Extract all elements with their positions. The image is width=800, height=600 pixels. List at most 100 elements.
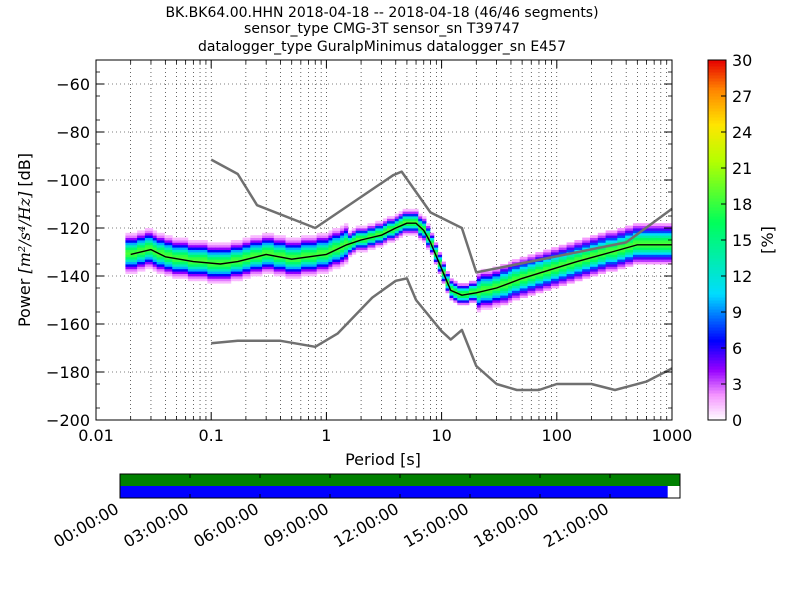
density-cell xyxy=(246,259,251,262)
density-cell xyxy=(297,247,302,250)
mean-psd-line xyxy=(130,222,672,296)
density-cell xyxy=(207,249,212,253)
density-cell xyxy=(180,264,185,267)
density-cell xyxy=(492,292,497,296)
colorbar-segment xyxy=(708,111,726,115)
density-cell xyxy=(433,261,439,265)
density-cell xyxy=(605,237,610,241)
density-cell xyxy=(347,254,353,258)
density-cell xyxy=(472,285,478,289)
density-cell xyxy=(519,266,525,270)
density-cell xyxy=(632,225,638,229)
density-cell xyxy=(660,223,665,226)
density-cell xyxy=(476,302,482,306)
density-cell xyxy=(144,261,150,265)
colorbar-segment xyxy=(708,372,726,376)
density-cell xyxy=(390,232,396,236)
density-cell xyxy=(141,254,146,258)
density-cell xyxy=(223,242,228,246)
density-cell xyxy=(379,228,384,231)
density-cell xyxy=(269,271,275,274)
density-cell xyxy=(621,256,626,260)
density-cell xyxy=(219,259,224,262)
density-cell xyxy=(355,228,361,231)
density-cell xyxy=(508,292,513,296)
density-cell xyxy=(308,268,314,272)
density-cell xyxy=(547,280,552,284)
density-cell xyxy=(258,247,263,250)
density-cell xyxy=(601,242,607,246)
density-cell xyxy=(504,295,509,298)
density-cell xyxy=(316,232,322,236)
density-cell xyxy=(410,208,415,212)
density-cell xyxy=(566,242,571,246)
density-cell xyxy=(191,244,197,248)
density-cell xyxy=(195,240,200,243)
density-cell xyxy=(570,264,575,267)
density-cell xyxy=(125,261,130,265)
density-cell xyxy=(648,254,653,258)
density-cell xyxy=(141,237,146,241)
density-cell xyxy=(664,223,669,226)
density-cell xyxy=(410,213,415,217)
density-cell xyxy=(492,285,497,289)
density-cell xyxy=(640,259,646,262)
density-cell xyxy=(297,273,302,277)
density-cell xyxy=(156,240,161,243)
colorbar-segment xyxy=(708,204,726,208)
colorbar-segment xyxy=(708,186,726,190)
density-cell xyxy=(254,273,259,277)
density-cell xyxy=(183,249,189,253)
density-cell xyxy=(570,280,575,284)
density-cell xyxy=(601,247,607,250)
density-cell xyxy=(250,254,255,258)
density-cell xyxy=(168,247,173,250)
density-cell xyxy=(500,297,505,301)
density-cell xyxy=(535,252,540,255)
density-cell xyxy=(617,256,622,260)
density-cell xyxy=(617,230,622,234)
density-cell xyxy=(152,240,158,243)
density-cell xyxy=(242,242,247,246)
density-cell xyxy=(496,268,501,272)
density-cell xyxy=(613,232,618,236)
colorbar-segment xyxy=(708,243,726,247)
density-cell xyxy=(586,273,591,277)
density-cell xyxy=(539,283,544,286)
density-cell xyxy=(250,273,255,277)
density-cell xyxy=(308,242,314,246)
density-cell xyxy=(613,264,618,267)
density-cell xyxy=(414,208,419,212)
density-cell xyxy=(566,264,571,267)
density-cell xyxy=(160,247,165,250)
density-cell xyxy=(168,249,173,253)
density-cell xyxy=(375,242,380,246)
density-cell xyxy=(390,223,396,226)
density-cell xyxy=(629,242,634,246)
density-cell xyxy=(215,261,220,265)
density-cell xyxy=(383,240,388,243)
density-cell xyxy=(148,240,154,243)
density-cell xyxy=(137,268,142,272)
density-cell xyxy=(449,295,454,298)
density-cell xyxy=(406,216,411,219)
density-cell xyxy=(176,276,181,279)
density-cell xyxy=(426,242,431,246)
x-tick-label: 1000 xyxy=(652,426,693,445)
density-cell xyxy=(656,261,661,265)
density-cell xyxy=(265,252,271,255)
density-cell xyxy=(386,220,392,224)
density-cell xyxy=(437,256,443,260)
density-cell xyxy=(383,237,388,241)
density-cell xyxy=(242,252,247,255)
density-cell xyxy=(500,283,505,286)
density-cell xyxy=(636,261,642,265)
density-cell xyxy=(254,261,259,265)
density-cell xyxy=(289,271,294,274)
colorbar-segment xyxy=(708,132,726,136)
density-cell xyxy=(230,266,236,270)
density-cell xyxy=(547,288,552,291)
density-cell xyxy=(230,254,236,258)
density-cell xyxy=(152,264,158,267)
density-cell xyxy=(215,254,220,258)
